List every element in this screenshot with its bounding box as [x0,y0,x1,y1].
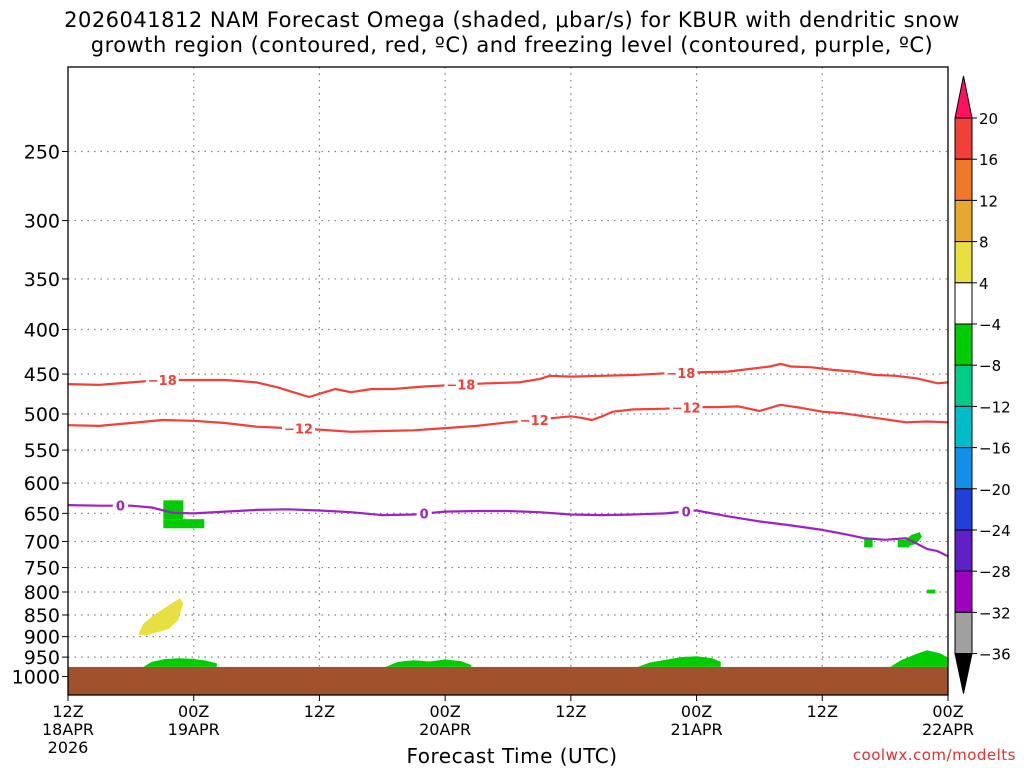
contour-label-bg-1-0 [281,420,315,437]
colorbar-tick-label-12: −32 [979,604,1011,622]
contour-label-0-2: −18 [666,367,695,382]
colorbar-tick-label-3: 8 [979,234,989,252]
ground-terrain [68,666,948,695]
x-tick-label-72-0: 12Z [807,702,838,721]
contour-line-1 [67,403,949,433]
colorbar-segment-8 [954,405,973,449]
colorbar-tick-label-10: −24 [979,522,1011,540]
x-tick-label-48-0: 12Z [555,702,586,721]
y-tick-label-250: 250 [24,142,60,164]
contour-label-2-0: 0 [116,500,125,515]
x-tick-label-0-0: 12Z [52,702,83,721]
contour-label-2-2: 0 [682,505,691,520]
x-tick-label-84-1: 22APR [922,720,974,739]
x-tick-label-84-0: 00Z [932,702,963,721]
source-credit: coolwx.com/modelts [852,746,1016,764]
y-tick-label-750: 750 [24,558,60,580]
contour-label-bg-0-2 [664,364,698,381]
contour-label-1-1: −12 [520,414,549,429]
colorbar-segment-11 [954,529,973,572]
colorbar-segment-2 [954,158,973,201]
contour-line-0 [67,362,949,399]
chart-title-line-2: growth region (contoured, red, ºC) and f… [90,33,934,57]
shade-region-10 [138,598,184,636]
shade-region-5 [890,650,948,667]
colorbar-segment-10 [954,488,973,531]
colorbar-tick-label-2: 12 [979,192,998,210]
y-tick-label-400: 400 [24,320,60,342]
y-tick-label-500: 500 [24,404,60,426]
shade-region-8 [897,539,910,548]
colorbar-segment-3 [954,199,973,243]
shade-region-1 [163,519,205,529]
shade-region-3 [385,659,472,667]
x-axis-label: Forecast Time (UTC) [406,744,618,768]
colorbar-tick-label-9: −20 [979,481,1011,499]
y-tick-label-300: 300 [24,211,60,233]
colorbar-tick-label-7: −12 [979,398,1011,416]
y-tick-label-950: 950 [24,647,60,669]
x-tick-label-12-1: 19APR [168,720,220,739]
shade-region-7 [864,538,873,548]
contour-label-bg-0-0 [145,371,179,388]
colorbar-tick-label-6: −8 [979,357,1001,375]
shade-region-9 [927,589,936,594]
y-tick-label-700: 700 [24,531,60,553]
y-tick-label-650: 650 [24,503,60,525]
colorbar-tick-label-13: −36 [979,646,1011,664]
x-tick-label-0-1: 18APR [42,720,94,739]
contour-label-1-2: −12 [672,402,701,417]
colorbar-top-arrow [954,75,973,119]
y-tick-label-800: 800 [24,582,60,604]
x-tick-label-36-0: 00Z [429,702,460,721]
colorbar-segment-9 [954,447,973,490]
shade-region-4 [637,656,721,667]
contour-label-0-0: −18 [148,374,177,389]
colorbar-tick-label-0: 20 [979,110,998,128]
colorbar-tick-label-11: −28 [979,563,1011,581]
colorbar-tick-label-8: −16 [979,440,1011,458]
contour-label-bg-1-2 [669,399,703,416]
x-tick-label-36-1: 20APR [419,720,471,739]
y-tick-label-1000: 1000 [12,667,60,689]
colorbar-segment-1 [954,117,973,160]
y-tick-label-550: 550 [24,440,60,462]
contour-label-bg-1-1 [517,411,551,428]
y-tick-label-350: 350 [24,269,60,291]
y-tick-label-600: 600 [24,473,60,495]
plot-frame [67,66,949,696]
x-tick-label-12-0: 00Z [178,702,209,721]
x-tick-label-0-2: 2026 [48,738,89,757]
shade-region-0 [163,500,184,520]
shade-region-2 [143,658,217,667]
contour-label-1-0: −12 [284,423,313,438]
contour-label-bg-2-1 [416,505,432,522]
colorbar-segment-7 [954,364,973,407]
contour-line-2 [67,504,949,558]
colorbar-segment-5 [954,282,973,325]
contour-label-2-1: 0 [420,508,429,523]
colorbar-segment-6 [954,323,973,366]
colorbar-bottom-arrow [954,653,973,694]
chart-title-line-1: 2026041812 NAM Forecast Omega (shaded, μ… [64,8,960,32]
y-tick-label-900: 900 [24,627,60,649]
colorbar-tick-label-5: −4 [979,316,1001,334]
y-tick-label-850: 850 [24,605,60,627]
colorbar-segment-4 [954,241,973,284]
contour-label-0-1: −18 [446,379,475,394]
x-tick-label-60-1: 21APR [671,720,723,739]
colorbar-tick-label-4: 4 [979,275,989,293]
contour-label-bg-2-2 [678,503,694,520]
contour-label-bg-0-1 [444,376,478,393]
colorbar-tick-label-1: 16 [979,151,998,169]
x-tick-label-24-0: 12Z [304,702,335,721]
colorbar-segment-12 [954,570,973,613]
y-tick-label-450: 450 [24,364,60,386]
contour-label-bg-2-0 [112,497,128,514]
x-tick-label-60-0: 00Z [681,702,712,721]
colorbar-segment-13 [954,611,973,655]
